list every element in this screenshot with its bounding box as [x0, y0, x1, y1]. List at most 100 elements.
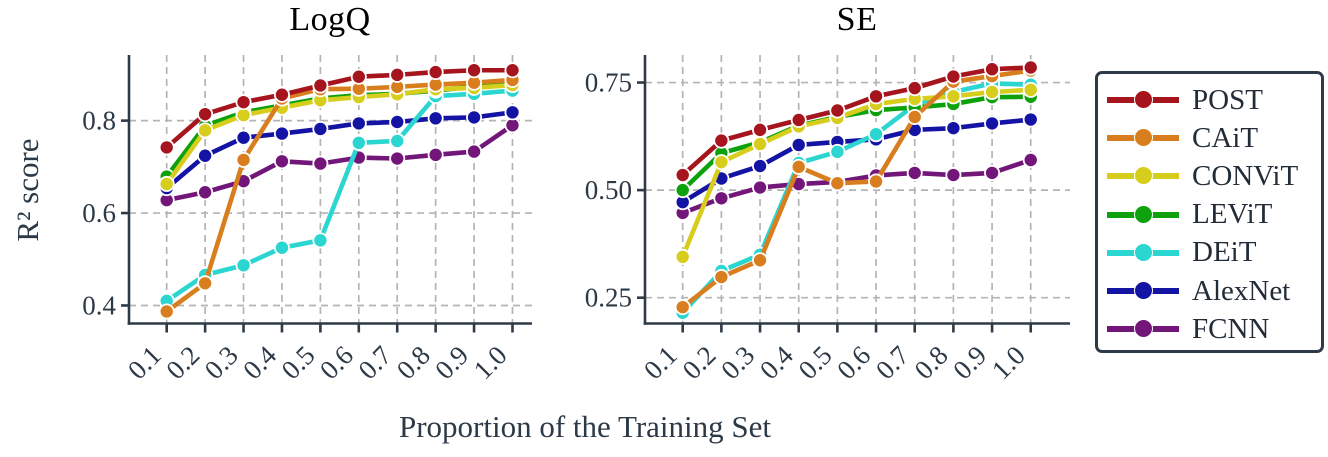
series-line — [164, 122, 515, 203]
data-point-marker — [984, 115, 1001, 132]
legend-item-deit: DEiT — [1107, 234, 1321, 272]
data-point-marker — [235, 257, 252, 274]
data-point-marker — [674, 167, 691, 184]
x-tick-label: 0.9 — [947, 340, 992, 385]
series-line — [680, 157, 1034, 216]
x-tick-label: 0.8 — [909, 340, 954, 385]
data-point-marker — [235, 94, 252, 111]
legend-item-post: POST — [1107, 81, 1321, 119]
y-tick-label: 0.50 — [585, 175, 632, 205]
data-point-marker — [945, 68, 962, 85]
data-point-marker — [350, 134, 367, 151]
data-point-marker — [389, 150, 406, 167]
x-tick-label: 0.9 — [429, 340, 474, 385]
data-point-marker — [790, 111, 807, 128]
legend-item-fcnn: FCNN — [1107, 310, 1321, 348]
x-tick-label: 0.6 — [314, 340, 359, 385]
data-point-marker — [197, 122, 214, 139]
data-point-marker — [674, 299, 691, 316]
legend-line-marker-icon — [1107, 204, 1179, 225]
series-fcnn — [674, 151, 1039, 221]
legend-line-marker-icon — [1107, 281, 1179, 302]
x-tick-label: 0.2 — [677, 340, 722, 385]
x-tick-label: 0.1 — [122, 340, 167, 385]
legend-item-cait: CAiT — [1107, 119, 1321, 157]
data-point-marker — [713, 190, 730, 207]
series-convit — [674, 81, 1039, 265]
y-tick-label: 0.8 — [82, 106, 116, 136]
x-tick-label: 0.1 — [638, 340, 683, 385]
series-line — [680, 65, 1034, 178]
legend-label: CONViT — [1192, 159, 1299, 192]
data-point-marker — [466, 62, 483, 79]
left-panel-title: LogQ — [289, 1, 371, 38]
data-point-marker — [906, 80, 923, 97]
legend-item-convit: CONViT — [1107, 157, 1321, 195]
data-point-marker — [713, 269, 730, 286]
data-point-marker — [235, 129, 252, 146]
data-point-marker — [273, 125, 290, 142]
data-point-marker — [829, 143, 846, 160]
data-point-marker — [945, 167, 962, 184]
data-point-marker — [504, 104, 521, 121]
x-tick-label: 0.7 — [352, 340, 397, 385]
x-tick-label: 0.5 — [793, 340, 838, 385]
data-point-marker — [273, 239, 290, 256]
data-point-marker — [984, 164, 1001, 181]
series-line — [680, 87, 1034, 260]
data-point-marker — [906, 164, 923, 181]
data-point-marker — [1022, 111, 1039, 128]
data-point-marker — [752, 136, 769, 153]
data-point-marker — [235, 151, 252, 168]
y-axis-label: R² score — [10, 138, 45, 242]
data-point-marker — [790, 136, 807, 153]
data-point-marker — [158, 175, 175, 192]
data-point-marker — [1022, 81, 1039, 98]
data-point-marker — [868, 88, 885, 105]
x-tick-label: 0.3 — [199, 340, 244, 385]
data-point-marker — [197, 184, 214, 201]
series-line — [164, 88, 515, 304]
legend-line-marker-icon — [1107, 90, 1179, 111]
data-point-marker — [790, 158, 807, 175]
y-tick-label: 0.4 — [82, 290, 116, 320]
legend-line-marker-icon — [1107, 128, 1179, 149]
data-point-marker — [752, 179, 769, 196]
legend-line-marker-icon — [1107, 319, 1179, 340]
data-point-marker — [868, 126, 885, 143]
data-point-marker — [427, 64, 444, 81]
x-tick-label: 0.8 — [391, 340, 436, 385]
data-point-marker — [466, 143, 483, 160]
data-point-marker — [197, 275, 214, 292]
data-point-marker — [752, 158, 769, 175]
series-line — [164, 67, 515, 150]
legend-label: CAiT — [1192, 121, 1259, 154]
data-point-marker — [312, 120, 329, 137]
data-point-marker — [197, 106, 214, 123]
data-point-marker — [197, 147, 214, 164]
x-tick-label: 0.7 — [870, 340, 915, 385]
data-point-marker — [273, 86, 290, 103]
series-line — [680, 68, 1034, 310]
series-post — [158, 62, 521, 156]
series-line — [680, 94, 1034, 193]
legend-line-marker-icon — [1107, 242, 1179, 263]
series-line — [680, 81, 1034, 316]
series-line — [164, 110, 515, 191]
data-point-marker — [1022, 59, 1039, 76]
data-point-marker — [350, 115, 367, 132]
data-point-marker — [868, 173, 885, 190]
data-point-marker — [752, 252, 769, 269]
data-point-marker — [713, 132, 730, 149]
series-alexnet — [158, 104, 521, 197]
legend-item-levit: LEViT — [1107, 196, 1321, 234]
data-point-marker — [273, 153, 290, 170]
data-point-marker — [713, 154, 730, 171]
x-tick-label: 0.2 — [160, 340, 205, 385]
legend-box: POST CAiT CONViT LEViT DEiT AlexNet FCNN — [1095, 71, 1324, 353]
data-point-marker — [945, 88, 962, 105]
series-line — [164, 82, 515, 187]
data-point-marker — [674, 248, 691, 265]
